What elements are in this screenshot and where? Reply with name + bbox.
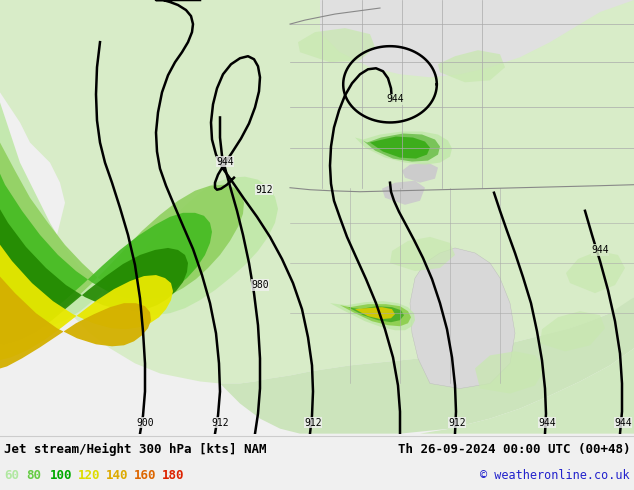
Polygon shape — [330, 301, 415, 330]
Polygon shape — [0, 122, 244, 331]
Polygon shape — [475, 351, 545, 393]
Text: 60: 60 — [4, 469, 19, 483]
Text: 100: 100 — [50, 469, 72, 483]
Text: Jet stream/Height 300 hPa [kts] NAM: Jet stream/Height 300 hPa [kts] NAM — [4, 443, 266, 456]
Text: 912: 912 — [211, 417, 229, 428]
Text: © weatheronline.co.uk: © weatheronline.co.uk — [481, 469, 630, 483]
Polygon shape — [355, 307, 395, 319]
Polygon shape — [370, 137, 430, 159]
Polygon shape — [566, 251, 625, 293]
Polygon shape — [540, 311, 605, 351]
Text: 900: 900 — [136, 417, 154, 428]
Polygon shape — [382, 181, 425, 205]
Polygon shape — [320, 0, 634, 77]
Text: 912: 912 — [256, 185, 273, 195]
Text: 120: 120 — [78, 469, 101, 483]
Polygon shape — [363, 133, 440, 162]
Text: 80: 80 — [26, 469, 41, 483]
Text: 912: 912 — [304, 417, 322, 428]
Polygon shape — [0, 271, 151, 369]
Polygon shape — [0, 163, 212, 336]
Polygon shape — [348, 306, 404, 322]
Polygon shape — [220, 297, 634, 434]
Text: 944: 944 — [386, 95, 404, 104]
Polygon shape — [298, 28, 375, 62]
Polygon shape — [410, 248, 515, 389]
Text: 944: 944 — [538, 417, 556, 428]
Text: 160: 160 — [134, 469, 157, 483]
Polygon shape — [0, 201, 188, 344]
Polygon shape — [355, 131, 452, 165]
Polygon shape — [390, 237, 455, 271]
Polygon shape — [402, 163, 438, 183]
Text: 140: 140 — [106, 469, 129, 483]
Text: 944: 944 — [614, 417, 632, 428]
Text: 980: 980 — [251, 280, 269, 290]
Text: 180: 180 — [162, 469, 184, 483]
Text: 944: 944 — [591, 245, 609, 255]
Polygon shape — [0, 82, 278, 328]
Text: 912: 912 — [448, 417, 466, 428]
Polygon shape — [0, 238, 173, 360]
Polygon shape — [438, 50, 505, 82]
Text: Th 26-09-2024 00:00 UTC (00+48): Th 26-09-2024 00:00 UTC (00+48) — [398, 443, 630, 456]
Polygon shape — [0, 0, 634, 384]
Polygon shape — [400, 348, 634, 434]
Polygon shape — [340, 304, 411, 326]
Text: 944: 944 — [216, 157, 234, 167]
